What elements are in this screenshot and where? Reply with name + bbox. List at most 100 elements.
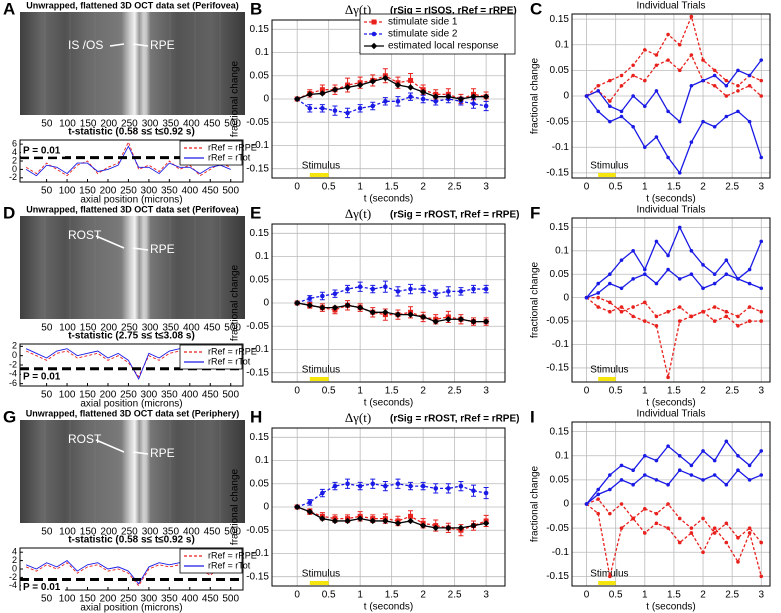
- x-tick-label: 400: [183, 119, 200, 130]
- marker: [332, 108, 338, 113]
- panel-letter: C: [530, 0, 542, 18]
- series-line: [297, 302, 487, 323]
- marker: [759, 540, 764, 545]
- x-tick-label: 2: [700, 386, 706, 397]
- marker: [419, 522, 427, 529]
- marker: [319, 90, 326, 97]
- oct-image: [20, 12, 245, 115]
- marker: [383, 483, 388, 489]
- x-axis-label: t (seconds): [646, 398, 695, 409]
- marker: [701, 478, 705, 482]
- image-title: Unwrapped, flattened 3D OCT data set (Pe…: [26, 408, 240, 418]
- marker: [471, 101, 476, 106]
- marker: [307, 296, 313, 301]
- marker: [446, 289, 451, 294]
- stimulus-bar: [309, 581, 329, 585]
- x-tick-label: 400: [181, 186, 198, 197]
- series-line: [296, 286, 487, 304]
- stimulus-label: Stimulus: [590, 161, 628, 172]
- marker: [619, 109, 624, 114]
- marker: [677, 119, 682, 124]
- x-tick-label: 500: [222, 186, 239, 197]
- marker: [432, 524, 439, 532]
- x-tick-label: 0.5: [322, 182, 336, 193]
- x-tick-label: 50: [41, 594, 53, 605]
- marker: [608, 487, 612, 492]
- stimulus-label: Stimulus: [302, 161, 340, 172]
- marker: [445, 316, 452, 323]
- legend-label: rRef = rTot: [208, 560, 251, 570]
- x-tick-label: 0.5: [322, 590, 336, 601]
- x-tick-label: 50: [41, 119, 53, 130]
- marker: [724, 78, 729, 83]
- marker: [407, 84, 414, 91]
- marker: [689, 249, 694, 253]
- y-tick-label: -0.05: [546, 116, 569, 127]
- series-line: [25, 562, 231, 587]
- oct-image: [20, 420, 245, 523]
- x-tick-label: 1: [357, 182, 363, 193]
- y-tick-label: -0.1: [252, 140, 270, 151]
- y-tick-label: 6: [12, 139, 17, 149]
- x-tick-label: 0: [294, 590, 300, 601]
- marker: [383, 99, 388, 104]
- marker: [701, 516, 705, 521]
- marker: [677, 319, 682, 323]
- threshold-label-bg: [21, 144, 65, 157]
- marker: [608, 78, 612, 83]
- chart-title: t-statistic (2.75 s≤ t≤3.08 s): [68, 331, 195, 342]
- series-line: [25, 145, 231, 177]
- marker: [736, 535, 740, 540]
- y-tick-label: -0.15: [246, 163, 269, 174]
- y-tick-label: 0: [263, 94, 269, 105]
- y-tick-label: 0: [563, 91, 569, 102]
- y-tick-label: -0.1: [252, 344, 270, 355]
- annotation-arrow: [95, 439, 125, 453]
- marker: [642, 507, 647, 511]
- marker: [689, 314, 694, 319]
- y-tick-label: 0: [563, 499, 569, 510]
- marker: [370, 481, 376, 487]
- legend-box: [179, 548, 243, 574]
- y-tick-label: 0: [12, 164, 17, 174]
- series-line: [586, 440, 762, 505]
- marker: [483, 490, 489, 496]
- marker: [608, 119, 612, 124]
- x-tick-label: 0.5: [609, 590, 623, 601]
- marker: [344, 302, 351, 309]
- marker: [356, 304, 364, 311]
- x-tick-label: 3: [483, 182, 489, 193]
- marker: [596, 295, 601, 300]
- chart-title: Individual Trials: [637, 1, 706, 12]
- stimulus-bar: [598, 377, 616, 381]
- marker: [383, 284, 388, 290]
- chart-subtitle: (rSig = rISOS, rRef = rRPE): [390, 6, 517, 17]
- marker: [701, 449, 705, 453]
- x-tick-label: 50: [41, 527, 53, 538]
- x-tick-label: 500: [224, 527, 241, 538]
- x-tick-label: 100: [59, 527, 76, 538]
- marker: [408, 94, 413, 99]
- plot-frame: [19, 343, 244, 387]
- marker: [395, 99, 401, 104]
- marker: [666, 444, 670, 448]
- y-tick-label: 0.15: [550, 222, 570, 233]
- series-line: [586, 225, 762, 299]
- y-tick-label: 0.1: [555, 39, 569, 50]
- marker: [759, 58, 764, 62]
- marker: [619, 258, 624, 262]
- marker: [319, 87, 325, 93]
- series-line: [296, 506, 487, 531]
- x-tick-label: 1.5: [385, 590, 399, 601]
- marker: [677, 540, 682, 545]
- marker: [320, 293, 325, 299]
- marker: [608, 99, 612, 103]
- marker: [631, 63, 635, 68]
- marker: [724, 314, 729, 319]
- marker: [642, 78, 647, 83]
- marker: [701, 78, 705, 83]
- marker: [654, 323, 659, 328]
- marker: [712, 319, 717, 323]
- y-tick-label: -0.1: [552, 547, 570, 558]
